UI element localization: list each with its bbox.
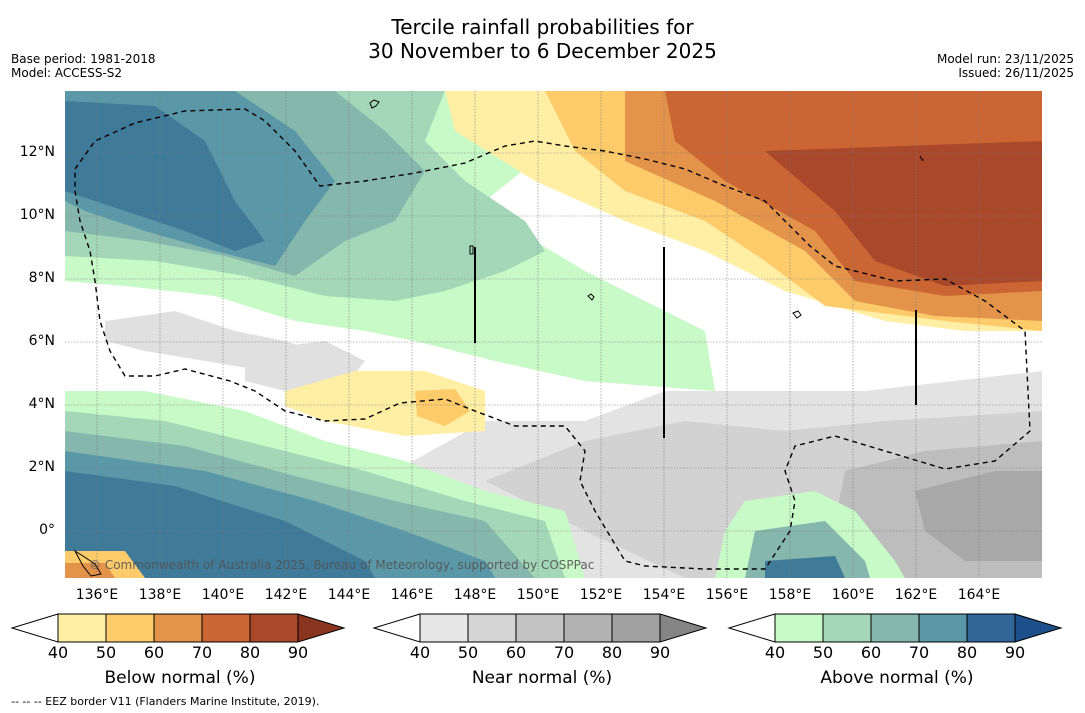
cb-above-tick-70: 70 xyxy=(908,643,930,662)
lon-label-146e: 146°E xyxy=(390,587,434,603)
map-title-line1: Tercile rainfall probabilities for xyxy=(391,15,694,39)
lat-label-8n: 8°N xyxy=(28,270,55,286)
lat-label-2n: 2°N xyxy=(28,459,55,475)
colorbar-segment xyxy=(966,613,1016,643)
lon-label-142e: 142°E xyxy=(264,587,308,603)
map-title-line2: 30 November to 6 December 2025 xyxy=(368,39,717,63)
colorbar-above-label: Above normal (%) xyxy=(820,668,974,688)
lon-label-136e: 136°E xyxy=(75,587,119,603)
cb-above-tick-90: 90 xyxy=(1004,643,1026,662)
colorbar-extend-low xyxy=(727,613,776,643)
colorbar-near xyxy=(372,612,712,644)
colorbar-segment xyxy=(201,613,251,643)
model-run: Model run: 23/11/2025 xyxy=(936,52,1074,66)
cb-near-tick-50: 50 xyxy=(457,643,479,662)
colorbar-segment xyxy=(822,613,872,643)
lon-label-148e: 148°E xyxy=(453,587,497,603)
above-normal-90-south xyxy=(65,471,375,578)
lon-label-140e: 140°E xyxy=(201,587,245,603)
lon-label-150e: 150°E xyxy=(516,587,560,603)
colorbar-extend-low xyxy=(10,613,59,643)
lon-label-164e: 164°E xyxy=(957,587,1001,603)
eez-border-north xyxy=(74,108,1031,570)
transect-lines xyxy=(474,247,917,438)
colorbar-segment xyxy=(774,613,824,643)
issued-date: Issued: 26/11/2025 xyxy=(958,66,1074,80)
colorbar-below-svg xyxy=(10,613,346,643)
lon-label-152e: 152°E xyxy=(579,587,623,603)
lon-label-138e: 138°E xyxy=(138,587,182,603)
colorbar-below-ticks: 40 50 60 70 80 90 xyxy=(10,643,350,663)
cb-below-tick-70: 70 xyxy=(191,643,213,662)
lat-label-10n: 10°N xyxy=(19,207,55,223)
rainfall-map: © Commonwealth of Australia 2025, Bureau… xyxy=(65,91,1042,578)
lat-label-12n: 12°N xyxy=(19,144,55,160)
cb-near-tick-60: 60 xyxy=(505,643,527,662)
base-period: Base period: 1981-2018 xyxy=(11,52,156,66)
cb-near-tick-40: 40 xyxy=(409,643,431,662)
cb-below-tick-60: 60 xyxy=(143,643,165,662)
colorbar-segment xyxy=(153,613,203,643)
cb-above-tick-40: 40 xyxy=(764,643,786,662)
cb-near-tick-70: 70 xyxy=(553,643,575,662)
lat-label-0: 0° xyxy=(39,522,55,538)
colorbar-segment xyxy=(249,613,299,643)
near-normal-south-80 xyxy=(915,471,1042,561)
colorbar-segment xyxy=(870,613,920,643)
cb-above-tick-80: 80 xyxy=(956,643,978,662)
lat-label-6n: 6°N xyxy=(28,333,55,349)
cb-below-tick-50: 50 xyxy=(95,643,117,662)
lon-label-154e: 154°E xyxy=(642,587,686,603)
colorbar-extend-high xyxy=(297,613,346,643)
islands xyxy=(73,99,924,577)
cb-above-tick-50: 50 xyxy=(812,643,834,662)
colorbar-extend-low xyxy=(372,613,421,643)
lat-label-4n: 4°N xyxy=(28,396,55,412)
eez-footnote: -- -- -- EEZ border V11 (Flanders Marine… xyxy=(11,695,320,708)
cb-near-tick-80: 80 xyxy=(601,643,623,662)
colorbar-segment xyxy=(563,613,613,643)
cb-below-tick-90: 90 xyxy=(287,643,309,662)
colorbar-segment xyxy=(611,613,661,643)
cb-below-tick-40: 40 xyxy=(47,643,69,662)
lon-label-144e: 144°E xyxy=(327,587,371,603)
lon-label-156e: 156°E xyxy=(705,587,749,603)
colorbar-above-ticks: 40 50 60 70 80 90 xyxy=(727,643,1067,663)
cb-near-tick-90: 90 xyxy=(649,643,671,662)
lon-label-162e: 162°E xyxy=(894,587,938,603)
colorbar-segment xyxy=(515,613,565,643)
colorbar-near-label: Near normal (%) xyxy=(471,668,613,688)
below-normal-90-north xyxy=(765,141,1042,286)
lon-label-158e: 158°E xyxy=(768,587,812,603)
below-normal-60-patch xyxy=(415,389,470,426)
colorbar-below xyxy=(10,612,350,644)
colorbar-segment xyxy=(57,613,107,643)
colorbar-above xyxy=(727,612,1067,644)
model-name: Model: ACCESS-S2 xyxy=(11,66,123,80)
colorbar-segment xyxy=(105,613,155,643)
colorbar-extend-high xyxy=(659,613,708,643)
cb-below-tick-80: 80 xyxy=(239,643,261,662)
above-normal-90-north xyxy=(65,101,265,251)
colorbar-segment xyxy=(467,613,517,643)
colorbar-extend-high xyxy=(1014,613,1063,643)
lon-label-160e: 160°E xyxy=(831,587,875,603)
colorbar-below-label: Below normal (%) xyxy=(104,668,256,688)
map-canvas xyxy=(65,91,1042,578)
colorbar-segment xyxy=(918,613,968,643)
cb-above-tick-60: 60 xyxy=(860,643,882,662)
copyright-credit: © Commonwealth of Australia 2025, Bureau… xyxy=(89,558,595,572)
below-normal-corner-70 xyxy=(65,563,115,578)
colorbar-above-svg xyxy=(727,613,1063,643)
above-normal-southeast-90 xyxy=(765,556,845,578)
colorbar-segment xyxy=(419,613,469,643)
colorbar-near-ticks: 40 50 60 70 80 90 xyxy=(372,643,712,663)
colorbar-near-svg xyxy=(372,613,708,643)
